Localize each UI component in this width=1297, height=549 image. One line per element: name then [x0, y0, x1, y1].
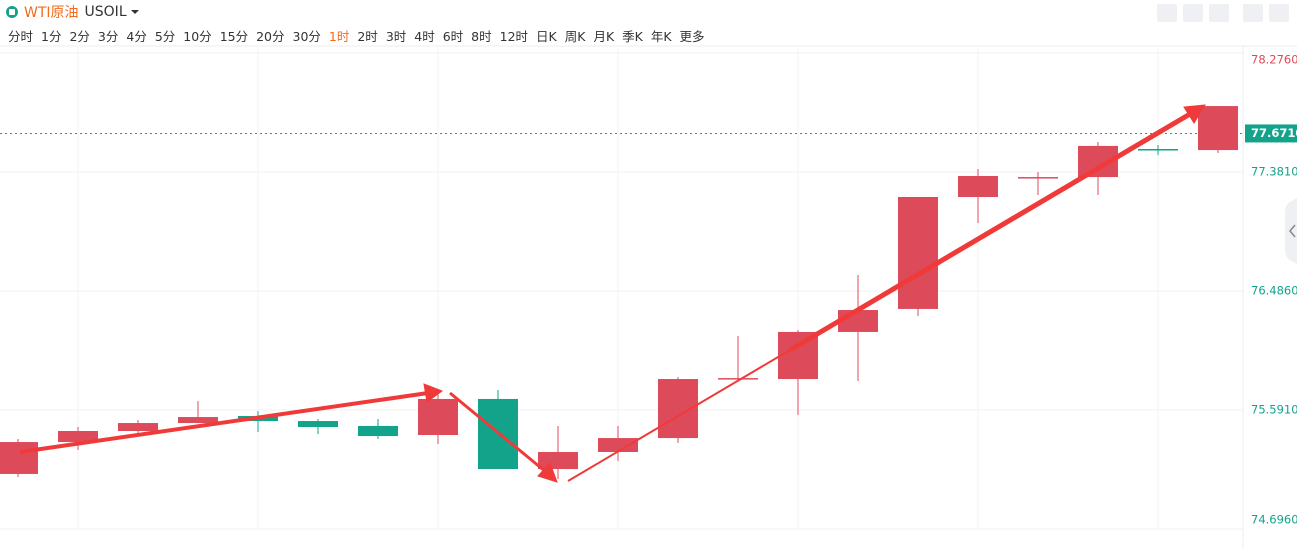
last-price-label: 77.6710: [1251, 126, 1297, 140]
interval-button[interactable]: 3时: [385, 29, 407, 44]
interval-button[interactable]: 12时: [499, 29, 529, 44]
y-tick-label: 76.4860: [1251, 284, 1297, 298]
interval-button[interactable]: 年K: [650, 29, 672, 44]
tool-button[interactable]: [1209, 4, 1229, 22]
arrow-head: [1183, 104, 1206, 124]
y-tick-label: 75.5910: [1251, 403, 1297, 417]
interval-button[interactable]: 6时: [442, 29, 464, 44]
collapse-icon: [1289, 224, 1296, 238]
arrow: [449, 391, 547, 474]
interval-button[interactable]: 1分: [41, 29, 62, 44]
candle-body: [358, 425, 398, 437]
interval-button[interactable]: 分时: [8, 29, 34, 44]
arrow-head: [423, 383, 444, 403]
y-tick-label: 74.6960: [1251, 513, 1297, 527]
arrow: [19, 391, 429, 454]
interval-button[interactable]: 周K: [564, 29, 586, 44]
tool-button[interactable]: [1243, 4, 1263, 22]
close-button[interactable]: [1269, 4, 1289, 22]
interval-button[interactable]: 月K: [593, 29, 615, 44]
symbol-name: WTI原油: [24, 5, 79, 21]
interval-button[interactable]: 1时: [328, 29, 350, 44]
tool-button[interactable]: [1157, 4, 1177, 22]
interval-button[interactable]: 更多: [679, 29, 705, 44]
interval-button[interactable]: 4分: [126, 29, 147, 44]
interval-button[interactable]: 日K: [536, 29, 557, 44]
interval-button[interactable]: 4时: [414, 29, 435, 44]
candle-body: [718, 378, 758, 380]
annotation-arrows: [19, 104, 1206, 483]
candle-body: [958, 175, 998, 197]
collapse-tab[interactable]: [1285, 198, 1297, 264]
interval-button[interactable]: 30分: [292, 29, 321, 44]
candle-body: [58, 431, 98, 443]
interval-button[interactable]: 2分: [69, 29, 90, 44]
arrow: [788, 111, 1192, 353]
interval-button[interactable]: 10分: [183, 29, 212, 44]
interval-button[interactable]: 季K: [622, 29, 643, 44]
tool-icons: [1157, 4, 1289, 22]
candle-body: [418, 398, 458, 435]
interval-button[interactable]: 15分: [219, 29, 249, 44]
candle-body: [598, 438, 638, 453]
candle-body: [1138, 148, 1178, 151]
candle-body: [118, 423, 158, 432]
candle-body: [178, 417, 218, 424]
arrow-head: [537, 462, 558, 483]
tool-button[interactable]: [1183, 4, 1203, 22]
interval-button[interactable]: 20分: [256, 29, 285, 44]
symbol-icon: [6, 6, 18, 18]
candle-body: [538, 452, 578, 470]
interval-button[interactable]: 5分: [154, 29, 176, 44]
candle-body: [898, 196, 938, 309]
candle-body: [0, 442, 38, 474]
interval-button[interactable]: 2时: [357, 29, 378, 44]
dropdown-caret: [130, 10, 139, 14]
symbol-code: USOIL: [84, 4, 127, 20]
interval-button[interactable]: 8时: [471, 29, 492, 44]
candle-body: [298, 421, 338, 428]
candle-body: [1198, 106, 1238, 151]
candle-body: [1018, 177, 1058, 179]
symbol-header[interactable]: WTI原油 USOIL: [6, 3, 139, 21]
y-tick-label: 78.2760: [1251, 53, 1297, 67]
interval-button[interactable]: 3分: [97, 29, 119, 44]
interval-toolbar: 分时 1分 2分 3分 4分 5分 10分 15分 20分 30分 1时 2时 3时 4时 6时 8时 12时日…: [8, 26, 705, 45]
last-price-box: [1245, 124, 1297, 143]
arrow: [567, 349, 791, 482]
y-tick-label: 77.3810: [1251, 165, 1297, 179]
